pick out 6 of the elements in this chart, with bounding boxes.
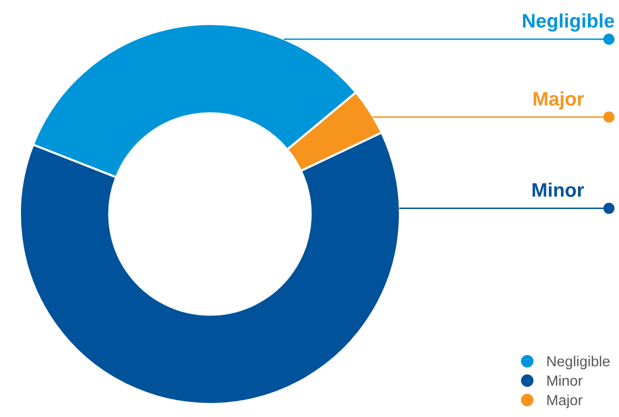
legend-label: Minor xyxy=(547,375,582,386)
legend-label: Major xyxy=(547,394,582,408)
legend-label: Negligible xyxy=(547,356,610,370)
slice-label: Negligible xyxy=(523,13,614,32)
category-label: Major xyxy=(534,91,584,110)
slice-label: Minor xyxy=(532,182,584,197)
